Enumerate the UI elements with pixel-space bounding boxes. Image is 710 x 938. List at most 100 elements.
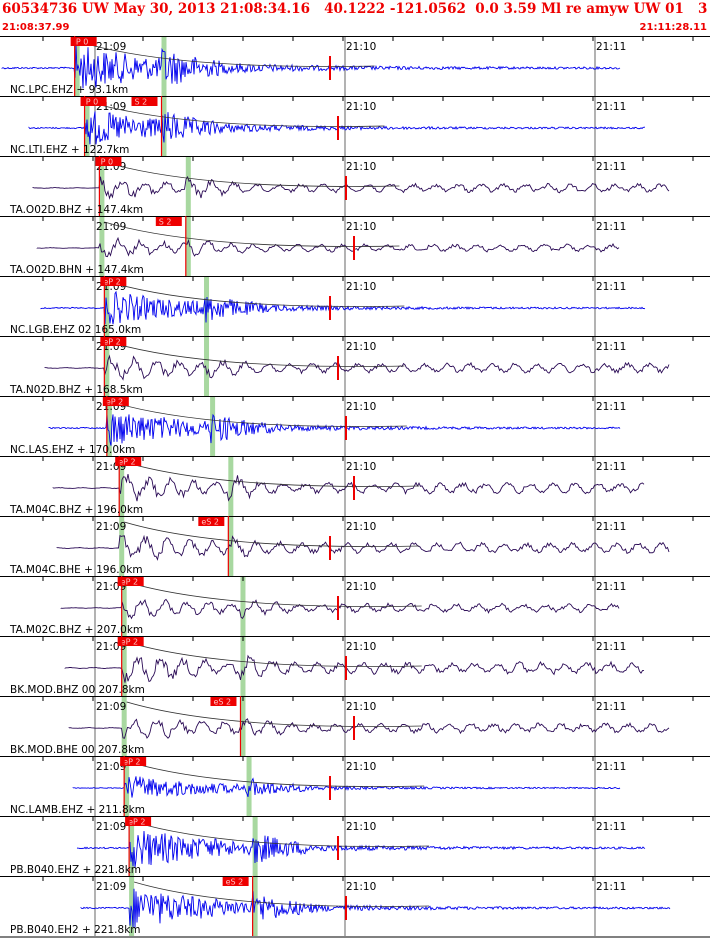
start-time: 21:08:37.99	[2, 22, 70, 33]
coda-fit-curve	[109, 281, 405, 307]
coda-fit-curve	[129, 761, 425, 787]
coda-fit-curve	[111, 401, 407, 427]
coda-fit-curve	[126, 641, 422, 667]
time-label: 21:11	[596, 701, 626, 713]
station-label: NC.LAS.EHZ + 170.0km	[10, 444, 135, 456]
seismogram-trace	[80, 888, 671, 928]
s-pick-label: S 2	[159, 218, 172, 227]
time-label: 21:09	[96, 521, 126, 533]
time-label: 21:10	[346, 821, 376, 833]
p-pick-flag	[95, 157, 122, 166]
seismogram-trace	[76, 830, 646, 868]
s-pick-flag	[210, 697, 237, 706]
p-pick-label: eP 2	[128, 818, 145, 827]
p-pick-band	[99, 216, 105, 276]
s-pick-label: eS 2	[226, 878, 244, 887]
p-pick-flag	[100, 277, 127, 286]
station-label: TA.O02D.BHZ + 147.4km	[9, 204, 143, 216]
p-pick-label: iP 0	[74, 38, 89, 47]
time-label: 21:11	[596, 401, 626, 413]
time-label: 21:11	[596, 341, 626, 353]
seismogram-trace	[68, 718, 670, 739]
station-label: NC.LTI.EHZ + 122.7km	[10, 144, 129, 156]
time-label: 21:10	[346, 341, 376, 353]
p-pick-label: eP 2	[103, 278, 120, 287]
trace-panel[interactable]: 21:09 21:10 21:11 S 2 TA.O02D.BHN + 147.4km	[0, 216, 710, 276]
seismogram-trace	[56, 534, 670, 561]
p-pick-band	[119, 516, 125, 576]
time-label: 21:10	[346, 161, 376, 173]
trace-panel[interactable]: 21:09 21:10 21:11 eS 2 BK.MOD.BHE 00 207.8km	[0, 696, 710, 756]
time-label: 21:11	[596, 521, 626, 533]
seismogram-trace	[44, 354, 670, 381]
time-label: 21:11	[596, 281, 626, 293]
time-label: 21:11	[596, 581, 626, 593]
s-pick-band	[185, 156, 191, 216]
time-label: 21:10	[346, 641, 376, 653]
header: 60534736 UW May 30, 2013 21:08:34.16 40.…	[0, 0, 710, 36]
seismogram-trace	[48, 413, 621, 446]
coda-fit-curve	[124, 521, 420, 547]
time-label: 21:10	[346, 701, 376, 713]
station-label: TA.M04C.BHZ + 196.0km	[9, 504, 143, 516]
p-pick-band	[129, 876, 135, 936]
s-pick-flag	[155, 217, 182, 226]
p-pick-flag	[115, 457, 142, 466]
time-label: 21:11	[596, 761, 626, 773]
seismogram-trace	[28, 111, 645, 145]
seismogram-trace	[36, 236, 620, 258]
p-pick-band	[121, 576, 127, 636]
time-label: 21:09	[96, 821, 126, 833]
time-label: 21:10	[346, 281, 376, 293]
seismogram-trace	[52, 474, 645, 502]
s-pick-label: eS 2	[201, 518, 219, 527]
coda-fit-curve	[104, 221, 400, 247]
s-pick-band	[161, 36, 167, 96]
p-pick-flag	[120, 757, 147, 766]
trace-panel[interactable]: 21:09 21:10 21:11 eP 2 NC.LAMB.EHZ + 211.8km	[0, 756, 710, 816]
trace-panel[interactable]: 21:09 21:10 21:11 iP 0 NC.LPC.EHZ + 93.1km	[0, 36, 710, 96]
coda-fit-curve	[104, 161, 400, 187]
trace-panel[interactable]: 21:09 21:10 21:11 eP 2 PB.B040.EHZ + 221.8km	[0, 816, 710, 876]
p-pick-label: iP 0	[84, 98, 99, 107]
time-label: 21:10	[346, 461, 376, 473]
p-pick-label: eP 2	[123, 758, 140, 767]
s-pick-band	[161, 96, 167, 156]
seismogram-trace	[72, 776, 621, 798]
coda-fit-curve	[79, 41, 375, 67]
coda-fit-curve	[133, 821, 430, 847]
s-pick-flag	[198, 517, 225, 526]
seismogram-trace	[40, 290, 646, 325]
p-pick-flag	[117, 637, 144, 646]
p-pick-label: eP 2	[106, 398, 123, 407]
time-label: 21:10	[346, 41, 376, 53]
p-pick-band	[129, 816, 135, 876]
station-label: BK.MOD.BHE 00 207.8km	[10, 744, 144, 756]
trace-panel[interactable]: 21:09 21:10 21:11 eS 2 TA.M04C.BHE + 196.0km	[0, 516, 710, 576]
time-label: 21:10	[346, 101, 376, 113]
time-label: 21:10	[346, 581, 376, 593]
station-label: TA.O02D.BHN + 147.4km	[9, 264, 144, 276]
p-pick-flag	[125, 817, 152, 826]
trace-panel[interactable]: 21:09 21:10 21:11 eS 2 PB.B040.EH2 + 221.8km	[0, 876, 710, 936]
time-label: 21:11	[596, 461, 626, 473]
s-pick-label: eS 2	[213, 698, 231, 707]
time-label: 21:11	[596, 881, 626, 893]
seismogram-trace	[64, 654, 645, 683]
s-pick-band	[185, 216, 191, 276]
s-pick-band	[252, 816, 258, 876]
p-pick-band	[121, 636, 127, 696]
station-label: PB.B040.EHZ + 221.8km	[10, 864, 141, 876]
p-pick-band	[106, 396, 112, 456]
s-pick-band	[210, 396, 216, 456]
station-label: TA.M02C.BHZ + 207.0km	[9, 624, 143, 636]
